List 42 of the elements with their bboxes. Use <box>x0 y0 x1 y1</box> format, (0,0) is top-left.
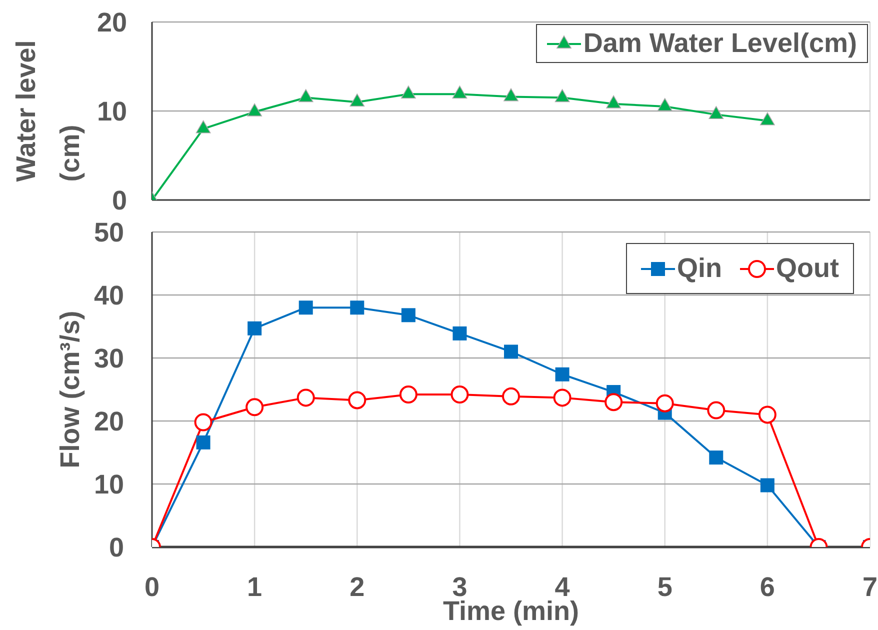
point <box>553 388 572 407</box>
point <box>248 321 262 336</box>
y-axis-title: Water level (cm) <box>11 40 85 182</box>
point <box>760 478 774 492</box>
point <box>604 393 623 412</box>
point <box>399 386 418 404</box>
y-axis-title: Flow (cm³/s) <box>55 310 85 468</box>
y-tick-label: 0 <box>108 532 124 563</box>
x-tick-label: 7 <box>862 572 878 602</box>
x-tick-label: 6 <box>760 572 775 602</box>
legend-label: Dam Water Level(cm) <box>583 28 857 59</box>
point <box>196 435 210 450</box>
x-tick-label: 1 <box>247 572 262 602</box>
y-tick-label: 50 <box>94 218 124 248</box>
point <box>707 401 726 420</box>
x-tick-label: 2 <box>350 572 365 602</box>
point <box>656 394 674 412</box>
point <box>246 398 264 416</box>
point <box>709 450 724 465</box>
y-tick-label: 0 <box>112 186 127 216</box>
legend-label: Qin <box>677 253 722 284</box>
point <box>502 387 520 406</box>
point <box>450 386 469 404</box>
point <box>296 388 315 407</box>
point <box>452 326 467 340</box>
y-tick-label: 20 <box>94 406 124 437</box>
y-tick-label: 10 <box>96 96 127 127</box>
y-tick-label: 10 <box>94 470 124 500</box>
x-tick-label: 5 <box>657 572 672 602</box>
y-tick-label: 30 <box>94 344 124 374</box>
point <box>401 308 416 322</box>
point <box>298 300 313 315</box>
point <box>504 344 518 359</box>
x-tick-label: 0 <box>144 572 160 602</box>
point <box>348 391 366 410</box>
y-tick-label: 20 <box>96 8 127 38</box>
y-tick-label: 40 <box>94 280 124 311</box>
point <box>555 367 570 382</box>
legend-label: Qout <box>776 253 839 284</box>
point <box>350 300 364 315</box>
point <box>758 406 776 424</box>
point <box>194 413 212 432</box>
